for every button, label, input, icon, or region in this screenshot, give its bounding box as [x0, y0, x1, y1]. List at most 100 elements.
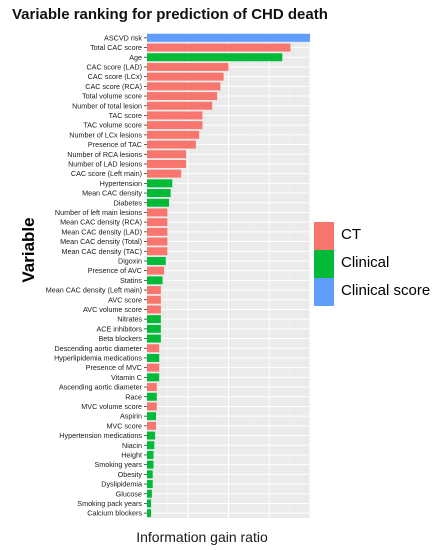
bar: [147, 295, 161, 304]
bar: [147, 256, 166, 265]
y-tick-label: Glucose: [116, 489, 142, 498]
y-tick-label: Presence of AVC: [88, 266, 142, 275]
bar: [147, 179, 173, 188]
bar: [147, 276, 163, 285]
bar: [147, 441, 155, 450]
y-tick-label: CAC score (LCx): [88, 72, 142, 81]
bar: [147, 450, 154, 459]
y-tick-label: Hyperlipidemia medications: [54, 353, 142, 362]
y-tick-label: AVC volume score: [83, 305, 142, 314]
y-tick-label: Digoxin: [118, 256, 142, 265]
bar: [147, 421, 156, 430]
bar: [147, 111, 203, 120]
y-tick-label: Statins: [120, 276, 142, 285]
bar: [147, 33, 310, 42]
y-tick-label: Age: [129, 53, 142, 62]
y-tick-label: Number of LAD lesions: [68, 159, 142, 168]
y-tick-label: Vitamin C: [111, 373, 142, 382]
y-tick-label: MVC volume score: [81, 402, 142, 411]
y-tick-label: Race: [125, 392, 142, 401]
bar: [147, 392, 157, 401]
bar: [147, 140, 196, 149]
bar: [147, 247, 168, 256]
y-tick-label: Mean CAC density (Left main): [46, 286, 142, 295]
y-tick-label: Calcium blockers: [87, 509, 142, 518]
bar: [147, 324, 161, 333]
bar: [147, 499, 152, 508]
bar: [147, 130, 200, 139]
y-tick-label: AVC score: [108, 295, 142, 304]
bar: [147, 470, 153, 479]
bar: [147, 92, 218, 101]
bar: [147, 53, 283, 62]
bar: [147, 363, 160, 372]
legend-swatch-clinical-score: [314, 278, 334, 306]
bar: [147, 266, 165, 275]
bar: [147, 315, 161, 324]
bar: [147, 62, 229, 71]
y-tick-label: Number of total lesion: [72, 101, 142, 110]
bar: [147, 286, 161, 295]
y-tick-label: MVC score: [106, 421, 142, 430]
y-tick-label: Total CAC score: [90, 43, 142, 52]
bar: [147, 198, 170, 207]
bar: [147, 373, 160, 382]
y-tick-label: Niacin: [122, 441, 142, 450]
y-tick-label: ASCVD risk: [104, 33, 142, 42]
bar: [147, 431, 156, 440]
y-tick-label: Diabetes: [114, 198, 143, 207]
y-tick-label: Beta blockers: [98, 334, 142, 343]
y-tick-label: TAC volume score: [83, 121, 142, 130]
y-tick-label: CAC score (Left main): [71, 169, 142, 178]
y-tick-label: Mean CAC density (Total): [60, 237, 142, 246]
bar: [147, 121, 203, 130]
bar: [147, 353, 160, 362]
y-tick-label: Number of LCx lesions: [69, 130, 142, 139]
bar: [147, 383, 157, 392]
y-tick-label: Presence of TAC: [88, 140, 142, 149]
bar: [147, 208, 168, 217]
y-tick-label: Smoking pack years: [77, 499, 142, 508]
bar: [147, 489, 152, 498]
chart-title: Variable ranking for prediction of CHD d…: [12, 6, 328, 23]
y-tick-label: Obesity: [118, 470, 143, 479]
bar: [147, 237, 168, 246]
y-tick-label: Total volume score: [82, 92, 142, 101]
x-axis-title: Information gain ratio: [136, 529, 268, 545]
y-tick-label: Smoking years: [94, 460, 142, 469]
y-tick-label: Mean CAC density: [82, 189, 142, 198]
bar: [147, 509, 152, 518]
bar: [147, 218, 168, 227]
bar: [147, 159, 187, 168]
bar: [147, 480, 153, 489]
y-tick-label: Ascending aortic diameter: [59, 383, 143, 392]
y-tick-label: Number of left main lesions: [55, 208, 142, 217]
bar: [147, 227, 168, 236]
y-tick-label: Mean CAC density (TAC): [61, 247, 142, 256]
bar: [147, 402, 157, 411]
bar: [147, 460, 154, 469]
legend-swatch-ct: [314, 222, 334, 250]
y-tick-label: ACE inhibitors: [96, 324, 142, 333]
legend-swatch-clinical: [314, 250, 334, 278]
bar: [147, 305, 161, 314]
bar: [147, 412, 156, 421]
y-tick-label: CAC score (RCA): [85, 82, 142, 91]
bar: [147, 72, 224, 81]
y-tick-label: Mean CAC density (LAD): [61, 227, 142, 236]
y-tick-label: Presence of MVC: [86, 363, 142, 372]
bar: [147, 82, 221, 91]
y-tick-label: Dyslipidemia: [101, 480, 142, 489]
y-tick-label: Nitrates: [117, 315, 142, 324]
y-tick-label: Aspirin: [120, 412, 142, 421]
y-tick-label: Descending aortic diameter: [55, 344, 143, 353]
bar: [147, 101, 213, 110]
y-tick-label: Number of RCA lesions: [67, 150, 142, 159]
bar: [147, 334, 161, 343]
bar: [147, 169, 182, 178]
legend-label-ct: CT: [341, 226, 361, 243]
bar: [147, 150, 187, 159]
y-tick-label: Height: [121, 450, 142, 459]
